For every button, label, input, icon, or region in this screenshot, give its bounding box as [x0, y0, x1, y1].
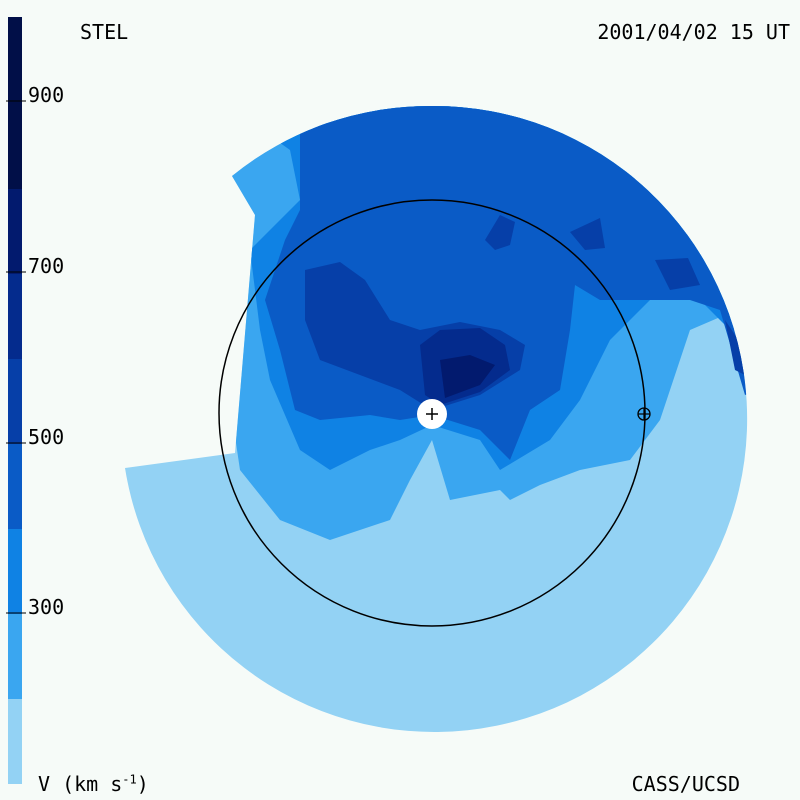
earth-orbit	[218, 199, 646, 627]
colorbar-label-700: 700	[28, 254, 65, 278]
units-text: V (km s	[38, 772, 123, 796]
region-700-c	[570, 218, 605, 250]
colorbar-band-4	[8, 444, 22, 529]
colorbar-band-7	[8, 189, 22, 274]
region-900	[440, 355, 495, 398]
title-left: STEL	[80, 20, 129, 44]
units-close: )	[136, 772, 149, 796]
colorbar-label-500: 500	[28, 425, 65, 449]
colorbar	[6, 17, 26, 784]
velocity-disk	[125, 105, 748, 732]
colorbar-band-2	[8, 614, 22, 699]
region-700-d	[655, 258, 700, 290]
region-700-b	[485, 215, 515, 250]
units-label: V (km s-1)	[38, 772, 149, 796]
colorbar-band-6	[8, 274, 22, 359]
colorbar-band-8	[8, 17, 22, 189]
region-700-e	[725, 320, 745, 375]
colorbar-band-1	[8, 699, 22, 784]
colorbar-band-5	[8, 359, 22, 444]
units-sup: -1	[122, 772, 137, 787]
colorbar-band-3	[8, 529, 22, 614]
credit-label: CASS/UCSD	[631, 772, 740, 796]
colorbar-label-300: 300	[28, 595, 65, 619]
colorbar-label-900: 900	[28, 83, 65, 107]
title-right: 2001/04/02 15 UT	[597, 20, 790, 44]
